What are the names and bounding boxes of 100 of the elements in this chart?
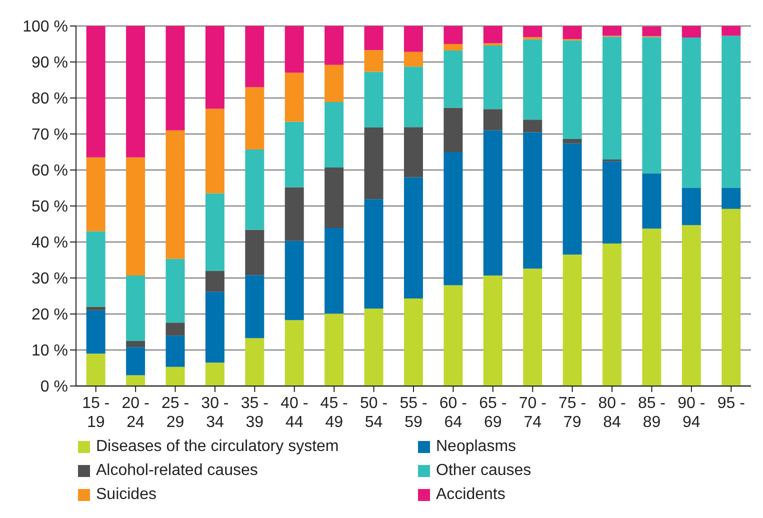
bar [404,127,423,178]
bar [245,87,264,150]
legend-label: Other causes [436,462,532,480]
bar [86,231,106,307]
bar [166,336,185,367]
bar [602,26,622,36]
bar [523,120,542,132]
bar [562,143,582,255]
x-tick-label: 95 - [717,395,745,412]
bar [722,36,741,188]
y-tick-label: 90 % [32,54,68,72]
bar [245,338,264,386]
x-tick-label: 20 - 24 [122,395,150,431]
bar [324,26,344,65]
x-tick-label: 90 - 94 [678,395,706,431]
bar [562,254,582,386]
bar [483,109,502,130]
bar [483,26,502,44]
bar [245,230,264,276]
bar [364,199,384,309]
bar [444,26,463,44]
bar [562,26,582,39]
x-tick-label: 35 - 39 [240,395,268,431]
y-tick-label: 80 % [32,90,68,108]
bar [245,26,264,88]
y-tick-label: 60 % [32,162,68,180]
y-tick-label: 70 % [32,126,68,144]
x-tick-label: 85 - 89 [638,395,666,431]
legend-label: Accidents [436,486,506,504]
legend-label: Alcohol-related causes [96,462,258,480]
bar [364,308,384,386]
bar [523,39,542,120]
bar [602,161,622,244]
bar [86,157,106,232]
bar [404,66,423,128]
x-tick-label: 65 - 69 [479,395,507,431]
bar [682,38,701,188]
bar [722,208,741,386]
bar [166,26,185,130]
x-tick-label: 70 - 74 [518,395,546,431]
bar [364,128,384,200]
bar [483,130,502,276]
bar [364,26,384,50]
bar [444,152,463,286]
bar [126,341,146,348]
bar [523,132,542,269]
bar [682,26,701,38]
bar [562,139,582,144]
y-tick-label: 50 % [32,198,68,216]
bar [523,26,542,38]
x-tick-label: 45 - 49 [320,395,348,431]
bar [682,188,701,226]
y-tick-label: 100 % [22,18,68,36]
bar [284,72,304,122]
bar [205,292,224,363]
x-tick-label: 15 - 19 [82,395,110,431]
bar [682,225,701,386]
x-tick-label: 25 - 29 [161,395,190,431]
bar [86,310,106,354]
bar [166,366,185,386]
bar [483,45,502,110]
bar [126,26,146,158]
bar [166,130,185,259]
bar [284,122,304,188]
bar [324,228,344,314]
bar [284,187,304,241]
bar [722,188,741,209]
y-tick-label: 10 % [32,342,68,360]
y-tick-label: 30 % [32,270,68,288]
bar [324,167,344,228]
bar [404,52,423,67]
legend-label: Neoplasms [436,438,516,456]
bar [245,149,264,230]
bar [444,44,463,50]
bar [364,50,384,72]
bar [126,375,146,386]
bar [642,37,662,174]
x-tick-label: 55 - 59 [400,395,428,431]
bar [166,322,185,336]
bar [284,320,304,386]
bar [205,26,224,109]
bar [722,26,741,36]
bar [284,26,304,73]
y-tick-label: 20 % [32,306,68,324]
x-tick-label: 40 - 44 [280,395,308,431]
bar [245,275,264,338]
bar [444,108,463,152]
bar [205,270,224,292]
bar [642,228,662,386]
bar [444,50,463,108]
bar [126,347,146,376]
bar [205,193,224,271]
x-tick-label: 50 - 54 [360,395,388,431]
x-tick-label: 75 - 79 [558,395,586,431]
bar [284,240,304,320]
bar [86,354,106,386]
bar [126,275,146,341]
legend-label: Suicides [96,486,156,504]
bar [562,40,582,140]
bar [166,258,185,323]
